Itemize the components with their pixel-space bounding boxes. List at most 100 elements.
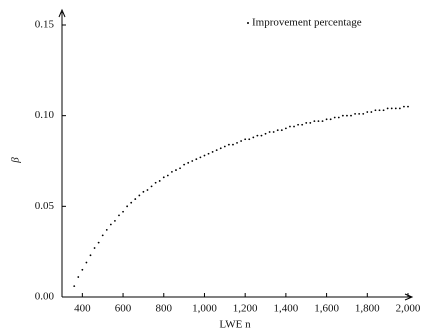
- point: [232, 143, 234, 146]
- point: [297, 123, 299, 126]
- point: [252, 136, 255, 139]
- point: [329, 118, 332, 121]
- point: [256, 134, 259, 137]
- point: [171, 170, 173, 173]
- legend-marker: [247, 22, 249, 24]
- point: [390, 107, 393, 110]
- point: [374, 109, 377, 112]
- point: [154, 181, 157, 184]
- point: [382, 109, 385, 112]
- point: [211, 151, 214, 153]
- point: [191, 160, 194, 162]
- point: [109, 223, 112, 226]
- point: [219, 147, 222, 150]
- point: [199, 156, 202, 159]
- point: [337, 116, 340, 119]
- point: [114, 219, 116, 222]
- point: [118, 214, 120, 217]
- point: [162, 176, 165, 179]
- point: [142, 190, 145, 193]
- point: [260, 134, 263, 137]
- point: [93, 247, 96, 249]
- point: [207, 152, 210, 155]
- point: [183, 163, 186, 166]
- point: [97, 241, 100, 244]
- point: [89, 254, 92, 257]
- point: [81, 268, 84, 271]
- point: [73, 285, 76, 288]
- y-axis-arrow: [58, 8, 66, 18]
- x-tick-label: 800: [156, 303, 173, 315]
- x-tick-label: 1,600: [314, 303, 339, 315]
- x-axis-arrow: [404, 293, 414, 301]
- point: [175, 169, 177, 171]
- point: [289, 125, 291, 128]
- point: [146, 189, 149, 191]
- legend-label: Improvement percentage: [252, 17, 362, 29]
- point: [227, 143, 230, 146]
- point: [293, 125, 295, 128]
- x-tick-label: 2,000: [396, 303, 421, 315]
- point: [77, 276, 80, 278]
- point: [264, 132, 267, 135]
- x-tick-label: 1,400: [274, 303, 299, 315]
- point: [305, 122, 308, 124]
- point: [126, 205, 129, 208]
- point: [122, 210, 124, 213]
- point: [138, 194, 141, 197]
- point: [358, 112, 361, 115]
- point: [195, 158, 198, 161]
- y-axis-label: β: [10, 157, 22, 164]
- point: [166, 174, 169, 177]
- y-tick-label: 0.15: [35, 19, 55, 31]
- point: [248, 138, 251, 141]
- point: [276, 129, 279, 132]
- point: [268, 131, 271, 133]
- point: [101, 234, 104, 237]
- point: [130, 201, 133, 204]
- point: [333, 116, 336, 119]
- point: [272, 131, 275, 133]
- point: [240, 140, 243, 142]
- point: [309, 122, 312, 124]
- point: [236, 141, 238, 144]
- point: [223, 145, 226, 148]
- point: [394, 107, 397, 110]
- x-tick-label: 1,200: [233, 303, 258, 315]
- point: [313, 120, 316, 123]
- point: [370, 111, 373, 113]
- x-axis-label: LWE n: [219, 319, 251, 331]
- point: [158, 180, 161, 182]
- point: [105, 229, 108, 231]
- point: [301, 123, 304, 126]
- point: [321, 120, 324, 123]
- point: [398, 107, 401, 110]
- point: [378, 109, 381, 112]
- point: [179, 167, 181, 170]
- point: [150, 185, 153, 188]
- point: [407, 105, 409, 108]
- point: [354, 112, 356, 115]
- point: [134, 198, 137, 200]
- y-tick-label: 0.00: [35, 291, 55, 303]
- point: [284, 127, 287, 130]
- point: [215, 149, 218, 152]
- x-tick-label: 1,800: [355, 303, 380, 315]
- point: [366, 111, 369, 113]
- point: [244, 138, 247, 141]
- y-tick-label: 0.10: [35, 109, 55, 121]
- point: [203, 154, 206, 157]
- point: [350, 114, 352, 117]
- point: [187, 161, 190, 164]
- x-tick-label: 1,000: [192, 303, 217, 315]
- point: [325, 118, 328, 121]
- point: [317, 120, 320, 123]
- point: [341, 114, 344, 117]
- point: [280, 129, 283, 132]
- point: [362, 112, 365, 115]
- y-tick-label: 0.05: [35, 200, 55, 212]
- x-tick-label: 600: [115, 303, 132, 315]
- point: [85, 261, 88, 264]
- point: [346, 114, 348, 117]
